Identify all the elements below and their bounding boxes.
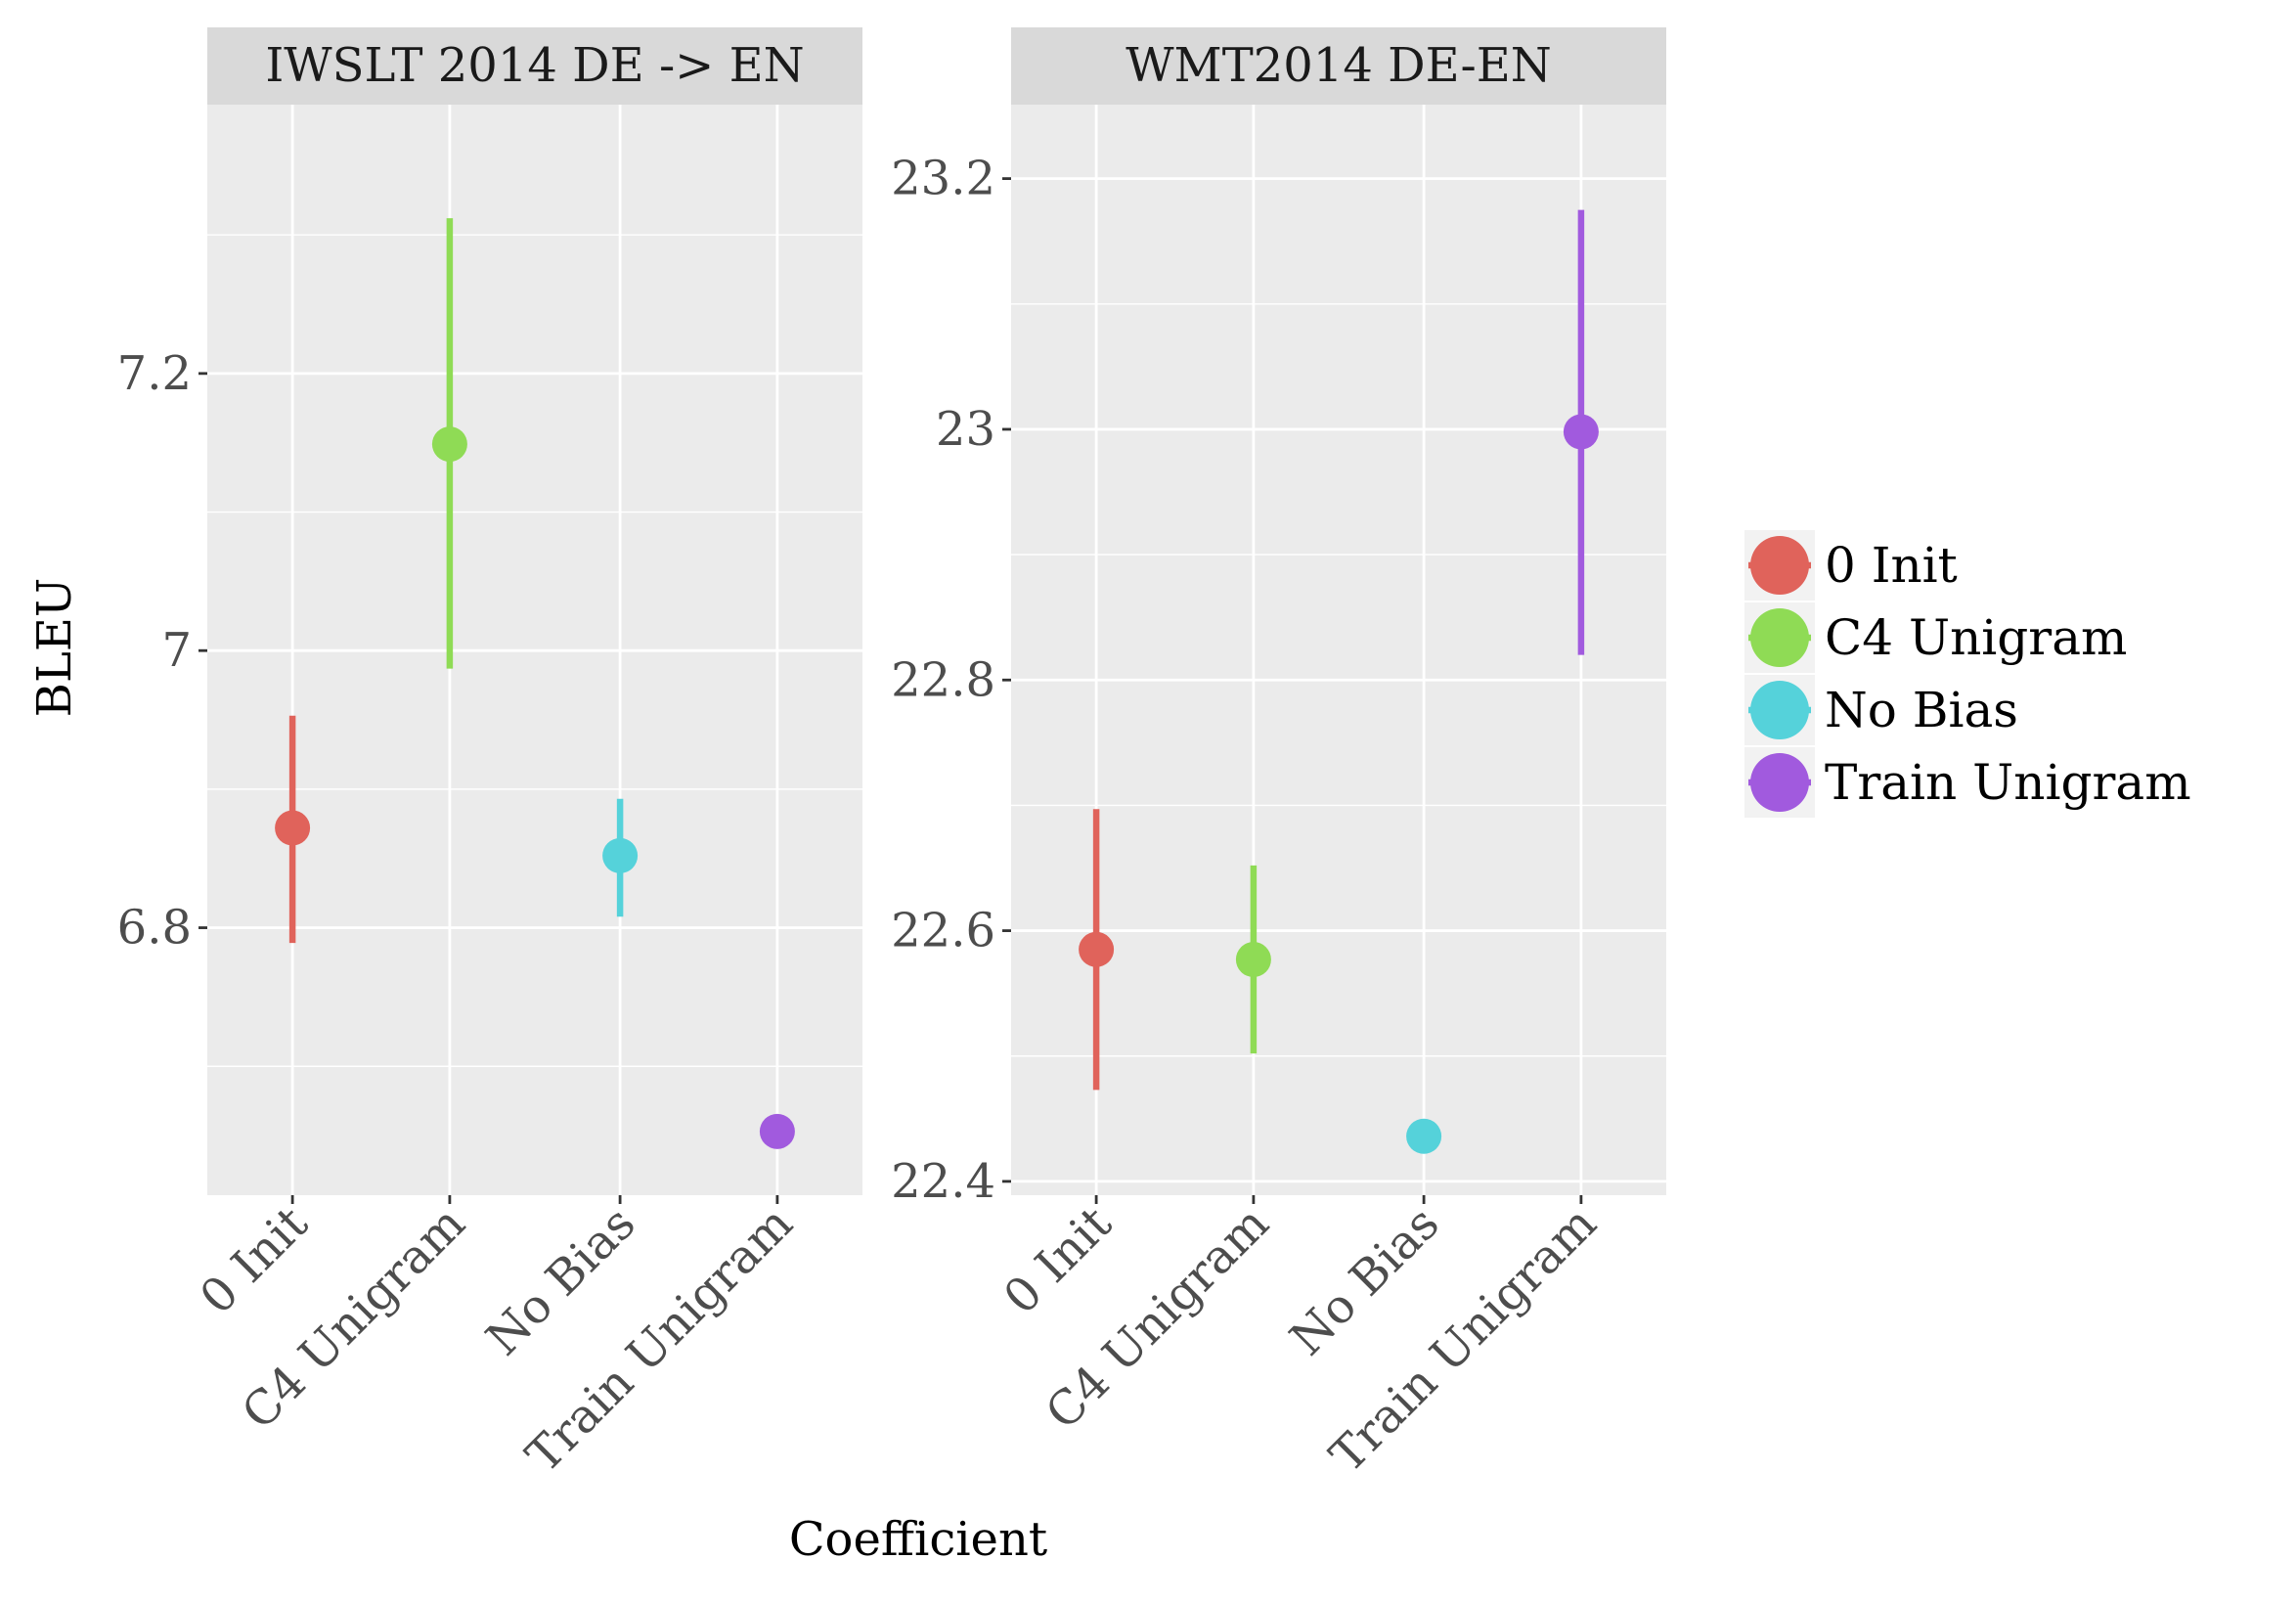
point-no-bias: [1406, 1118, 1442, 1154]
plot-background: [1011, 105, 1666, 1195]
legend: 0 Init C4 Unigram No Bias Train Unigram: [1744, 530, 2191, 818]
y-tick-label: 22.4: [891, 1154, 995, 1209]
y-axis-title: BLEU: [27, 578, 82, 718]
legend-key-point: [1750, 681, 1809, 739]
point-train-unigram-group: [1563, 209, 1599, 655]
x-axis-title: Coefficient: [789, 1512, 1047, 1567]
legend-item-train-unigram: Train Unigram: [1744, 747, 2191, 818]
point-c4-unigram: [431, 426, 467, 463]
point-c4-unigram: [1235, 942, 1271, 978]
point-no-bias: [602, 837, 639, 873]
panel-strip: [207, 27, 862, 105]
point-c4-unigram-group: [1235, 865, 1271, 1054]
legend-label: Train Unigram: [1825, 754, 2191, 811]
point-train-unigram-group: [759, 1113, 795, 1149]
y-tick-label: 22.8: [891, 652, 995, 707]
y-tick-label: 23: [936, 402, 995, 457]
panel-strip: [1011, 27, 1666, 105]
y-tick-label: 22.6: [891, 904, 995, 958]
legend-item-no-bias: No Bias: [1744, 675, 2018, 745]
y-tick-label: 7: [161, 623, 192, 678]
x-tick-label: Train Unigram: [1319, 1196, 1607, 1484]
point-train-unigram: [1563, 414, 1599, 450]
x-tick-label: Train Unigram: [515, 1196, 803, 1484]
legend-label: 0 Init: [1825, 537, 1958, 594]
y-tick-label: 7.2: [117, 346, 192, 401]
point-c4-unigram-group: [431, 218, 467, 669]
legend-key-point: [1750, 608, 1809, 667]
y-tick-label: 23.2: [891, 152, 995, 206]
point-0-init: [1079, 931, 1115, 967]
legend-label: C4 Unigram: [1825, 609, 2127, 666]
legend-label: No Bias: [1825, 682, 2018, 738]
legend-item-c4-unigram: C4 Unigram: [1744, 602, 2127, 673]
point-0-init-group: [1079, 809, 1115, 1091]
x-tick-label: 0 Init: [190, 1196, 319, 1325]
legend-key-point: [1750, 753, 1809, 812]
legend-item-0-init: 0 Init: [1744, 530, 1958, 601]
point-no-bias-group: [602, 798, 639, 917]
point-no-bias-group: [1406, 1118, 1442, 1154]
panel-title: WMT2014 DE-EN: [1126, 38, 1552, 93]
panel-title: IWSLT 2014 DE -> EN: [265, 38, 804, 93]
x-tick-label: 0 Init: [993, 1196, 1123, 1325]
legend-key-point: [1750, 536, 1809, 595]
point-0-init: [275, 810, 311, 846]
point-0-init-group: [275, 715, 311, 944]
point-train-unigram: [759, 1113, 795, 1149]
y-tick-label: 6.8: [117, 901, 192, 956]
